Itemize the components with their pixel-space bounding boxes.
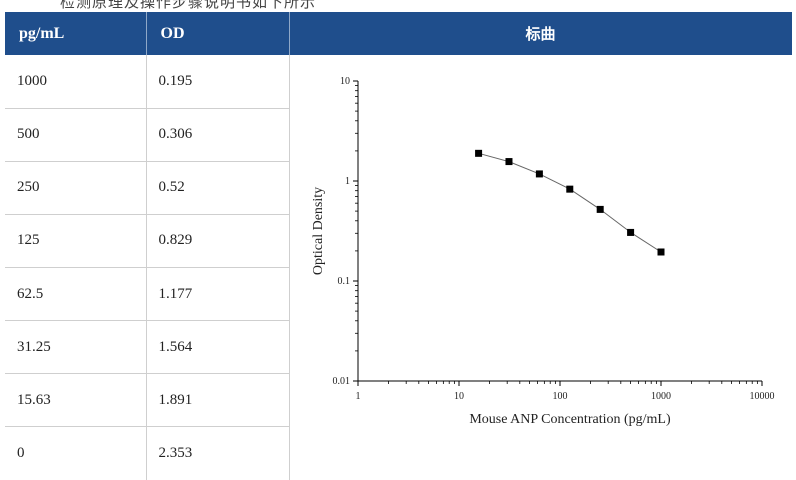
table-row: 62.5 1.177 [5, 267, 792, 322]
cell-od: 2.353 [146, 426, 290, 480]
y-tick-label: 0.01 [332, 376, 350, 387]
y-tick-label: 1 [345, 176, 350, 187]
data-point [565, 185, 573, 193]
table-row: 1000 0.195 1 10 100 1000 10000 10 1 0.1 0.01 Mous… [5, 55, 792, 427]
cell-concentration: 250 [5, 161, 147, 215]
x-tick-label: 100 [552, 391, 567, 402]
cropped-heading: 检测原理及操作步骤说明书如下所示 [0, 0, 796, 10]
table-row: 500 0.306 [5, 108, 792, 162]
data-point [626, 228, 634, 236]
cell-concentration: 1000 [5, 55, 147, 109]
header-concentration: pg/mL [5, 12, 147, 55]
table-row: 31.25 1.564 [5, 320, 792, 375]
cell-concentration: 500 [5, 108, 147, 162]
data-point [596, 205, 604, 213]
data-point [535, 170, 543, 178]
y-tick-label: 0.1 [337, 276, 350, 287]
cell-concentration: 125 [5, 214, 147, 269]
header-od: OD [146, 12, 290, 55]
x-tick-label: 1000 [651, 391, 671, 402]
table-row: 0 2.353 [5, 426, 792, 480]
data-point [504, 158, 512, 166]
cell-od: 0.52 [146, 161, 290, 215]
x-tick-label: 1 [355, 391, 360, 402]
x-axis-title: Mouse ANP Concentration (pg/mL) [469, 412, 671, 427]
y-axis-title: Optical Density [311, 187, 326, 275]
data-point [474, 149, 482, 157]
chart-cell: 1 10 100 1000 10000 10 1 0.1 0.01 Mouse ANP Conce… [289, 55, 792, 480]
cropped-heading-text: 检测原理及操作步骤说明书如下所示 [60, 0, 317, 10]
cell-concentration: 15.63 [5, 373, 147, 428]
cell-concentration: 0 [5, 426, 147, 480]
cell-od: 0.829 [146, 214, 290, 269]
standard-curve-chart: 1 10 100 1000 10000 10 1 0.1 0.01 Mouse ANP Conce… [311, 76, 775, 427]
x-tick-label: 10000 [749, 391, 774, 402]
table-header-row: pg/mL OD 标曲 [5, 12, 792, 55]
x-tick-label: 10 [454, 391, 464, 402]
cell-concentration: 62.5 [5, 267, 147, 322]
cell-od: 1.564 [146, 320, 290, 375]
cell-od: 1.177 [146, 267, 290, 322]
y-tick-label: 10 [340, 76, 350, 87]
header-standard-curve: 标曲 [289, 12, 792, 55]
table-row: 125 0.829 [5, 214, 792, 269]
standard-curve-table: pg/mL OD 标曲 1000 0.195 1 10 100 1000 10000 10… [5, 12, 792, 480]
cell-od: 0.195 [146, 55, 290, 109]
curve-line [477, 152, 661, 253]
table-row: 15.63 1.891 [5, 373, 792, 428]
cell-concentration: 31.25 [5, 320, 147, 375]
cell-od: 0.306 [146, 108, 290, 162]
cell-od: 1.891 [146, 373, 290, 428]
table-row: 250 0.52 [5, 161, 792, 215]
data-point [657, 248, 664, 256]
